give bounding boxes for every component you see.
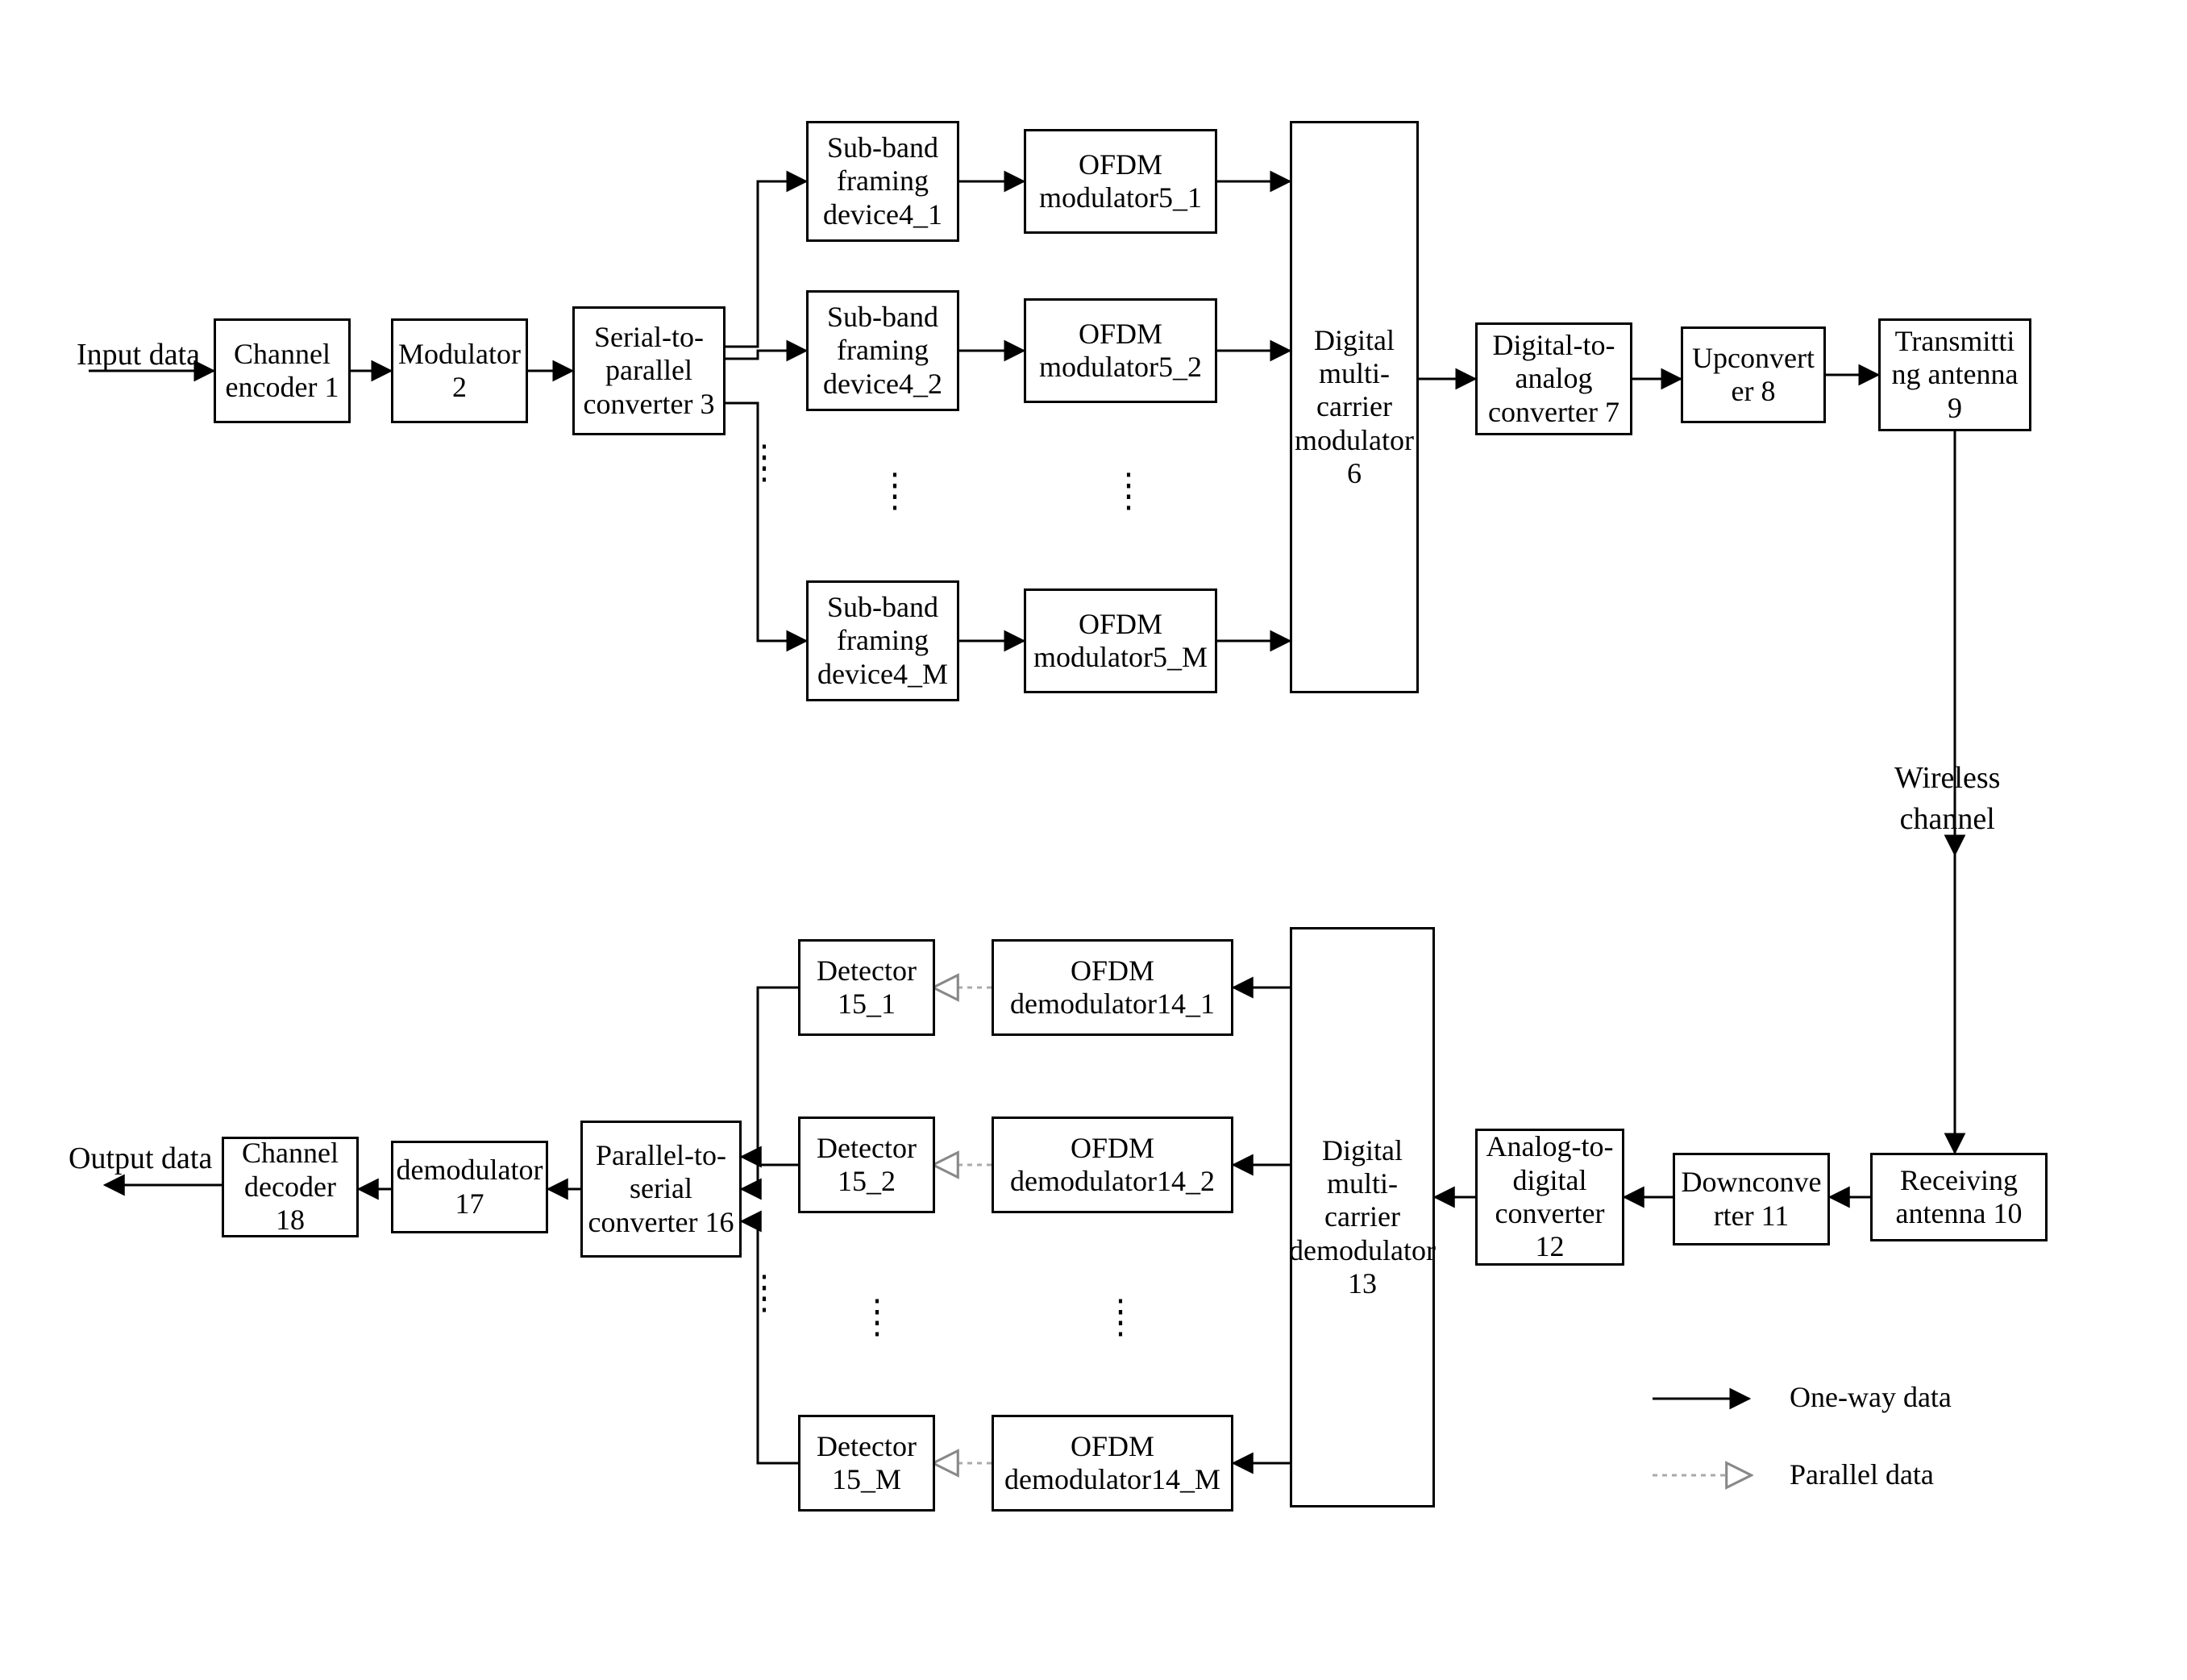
vdots: ⋮⋮ <box>748 451 780 474</box>
rx-demod: demodulator 17 <box>391 1141 548 1233</box>
vdots: ⋮⋮ <box>748 1282 780 1304</box>
tx-sbf1: Sub-band framing device4_1 <box>806 121 959 242</box>
tx-upc: Upconvert er 8 <box>1681 326 1826 423</box>
tx-sbf2: Sub-band framing device4_2 <box>806 290 959 411</box>
tx-dac: Digital-to- analog converter 7 <box>1475 322 1632 435</box>
label-output: Output data <box>69 1141 212 1176</box>
tx-dmcm: Digital multi- carrier modulator 6 <box>1290 121 1419 693</box>
rx-ofdmd2: OFDM demodulator14_2 <box>992 1117 1233 1213</box>
tx-sbfM: Sub-band framing device4_M <box>806 580 959 701</box>
legend-oneway-label: One-way data <box>1790 1380 1952 1414</box>
tx-txant: Transmitti ng antenna 9 <box>1878 318 2031 431</box>
rx-detM: Detector 15_M <box>798 1415 935 1512</box>
tx-modulator: Modulator 2 <box>391 318 528 423</box>
vdots: ⋮⋮ <box>1104 1306 1137 1329</box>
tx-ofdm1: OFDM modulator5_1 <box>1024 129 1217 234</box>
legend-parallel-label: Parallel data <box>1790 1458 1934 1491</box>
tx-encoder: Channel encoder 1 <box>214 318 351 423</box>
tx-ofdm2: OFDM modulator5_2 <box>1024 298 1217 403</box>
rx-p2s: Parallel-to- serial converter 16 <box>580 1121 742 1258</box>
rx-adc: Analog-to- digital converter 12 <box>1475 1129 1624 1266</box>
tx-ofdmM: OFDM modulator5_M <box>1024 588 1217 693</box>
rx-det2: Detector 15_2 <box>798 1117 935 1213</box>
rx-ofdmdM: OFDM demodulator14_M <box>992 1415 1233 1512</box>
rx-ofdmd1: OFDM demodulator14_1 <box>992 939 1233 1036</box>
vdots: ⋮⋮ <box>1112 480 1145 502</box>
vdots: ⋮⋮ <box>879 480 911 502</box>
rx-downc: Downconve rter 11 <box>1673 1153 1830 1245</box>
tx-s2p: Serial-to- parallel converter 3 <box>572 306 726 435</box>
rx-dmcd: Digital multi- carrier demodulator 13 <box>1290 927 1435 1507</box>
rx-decoder: Channel decoder 18 <box>222 1137 359 1237</box>
label-wireless: Wireless channel <box>1894 758 2000 841</box>
label-input: Input data <box>77 337 200 372</box>
rx-rxant: Receiving antenna 10 <box>1870 1153 2048 1241</box>
rx-det1: Detector 15_1 <box>798 939 935 1036</box>
vdots: ⋮⋮ <box>861 1306 893 1329</box>
